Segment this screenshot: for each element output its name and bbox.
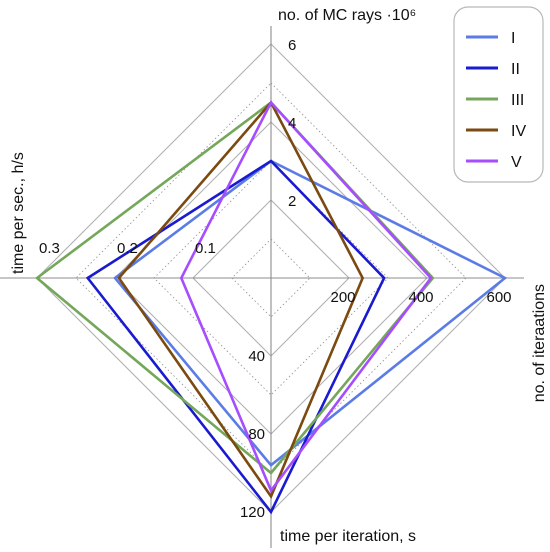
series-line-ii — [85, 159, 386, 515]
tick-label-top: 4 — [288, 115, 296, 132]
series-line-v — [179, 100, 433, 494]
grid-ring-minor — [231, 238, 311, 318]
tick-label-bottom: 120 — [240, 504, 265, 521]
axis-label-right: no. of iteraations — [531, 284, 548, 402]
tick-label-right: 400 — [408, 289, 433, 306]
legend-label-ii: II — [511, 61, 520, 78]
tick-label-left: 0.3 — [39, 240, 60, 257]
tick-label-top: 2 — [288, 193, 296, 210]
tick-label-right: 200 — [330, 289, 355, 306]
legend-label-iii: III — [511, 92, 524, 109]
radar-series — [34, 100, 508, 515]
tick-label-right: 600 — [486, 289, 511, 306]
legend-label-i: I — [511, 30, 515, 47]
tick-label-top: 6 — [288, 37, 296, 54]
axis-label-bottom: time per iteration, s — [280, 528, 416, 545]
series-line-i — [113, 159, 508, 468]
axis-label-top: no. of MC rays ·10⁶ — [278, 7, 416, 24]
legend-box — [453, 6, 544, 183]
radar-tick-labels: 2 4 6 200 400 600 40 80 120 0.1 0.2 0.3 — [39, 37, 512, 521]
tick-label-bottom: 40 — [248, 348, 265, 365]
legend-label-iv: IV — [511, 123, 526, 140]
series-line-iv — [117, 100, 365, 500]
tick-label-bottom: 80 — [248, 426, 265, 443]
axis-label-left: time per sec., h/s — [10, 152, 27, 274]
tick-label-left: 0.1 — [195, 240, 216, 257]
legend-label-v: V — [511, 154, 522, 171]
tick-label-left: 0.2 — [117, 240, 138, 257]
